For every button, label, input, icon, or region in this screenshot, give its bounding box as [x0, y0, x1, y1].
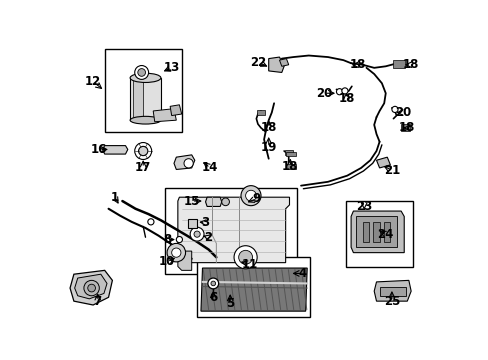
Text: 2: 2: [203, 231, 211, 244]
Circle shape: [190, 227, 203, 241]
Circle shape: [176, 237, 182, 243]
Bar: [345, 201, 412, 266]
Polygon shape: [102, 145, 127, 154]
Polygon shape: [373, 222, 379, 242]
Polygon shape: [279, 59, 288, 66]
Text: 24: 24: [377, 228, 393, 240]
Polygon shape: [178, 251, 191, 270]
Circle shape: [210, 281, 215, 286]
Text: 11: 11: [241, 258, 257, 271]
Text: 21: 21: [383, 164, 399, 177]
Text: 5: 5: [225, 297, 234, 310]
Text: 20: 20: [394, 106, 411, 119]
Circle shape: [135, 66, 148, 80]
Polygon shape: [376, 157, 389, 168]
Ellipse shape: [130, 116, 161, 124]
Circle shape: [194, 231, 200, 237]
Circle shape: [138, 147, 147, 156]
Polygon shape: [205, 197, 221, 206]
Text: 18: 18: [349, 58, 366, 71]
Circle shape: [138, 69, 145, 76]
Polygon shape: [257, 110, 264, 115]
Polygon shape: [393, 60, 404, 68]
Circle shape: [241, 186, 261, 206]
Circle shape: [147, 219, 154, 225]
Circle shape: [87, 284, 95, 292]
Text: 20: 20: [315, 87, 331, 100]
Polygon shape: [350, 211, 404, 253]
Text: 4: 4: [298, 267, 306, 280]
Polygon shape: [268, 57, 284, 72]
Polygon shape: [362, 222, 368, 242]
Text: 19: 19: [260, 141, 276, 154]
Bar: [164, 188, 297, 274]
Polygon shape: [130, 78, 161, 120]
Circle shape: [183, 159, 193, 168]
Text: 8: 8: [163, 233, 171, 246]
Text: 18: 18: [398, 121, 415, 134]
Polygon shape: [133, 78, 143, 120]
Circle shape: [391, 106, 397, 112]
Polygon shape: [178, 197, 289, 263]
Circle shape: [221, 198, 229, 206]
Circle shape: [135, 143, 151, 159]
Ellipse shape: [130, 73, 161, 82]
Text: 18: 18: [282, 160, 298, 173]
Polygon shape: [373, 280, 410, 301]
Circle shape: [167, 243, 185, 262]
Polygon shape: [379, 287, 405, 296]
Circle shape: [238, 250, 252, 264]
Circle shape: [245, 190, 256, 201]
Text: 23: 23: [355, 200, 371, 213]
Polygon shape: [356, 216, 396, 247]
Polygon shape: [286, 152, 295, 156]
Polygon shape: [400, 124, 409, 131]
Polygon shape: [75, 274, 107, 299]
Polygon shape: [286, 164, 295, 169]
Circle shape: [171, 248, 181, 257]
Text: 13: 13: [163, 61, 180, 74]
Text: 14: 14: [202, 161, 218, 175]
Polygon shape: [187, 219, 197, 228]
Text: 6: 6: [209, 291, 217, 304]
Text: 7: 7: [94, 294, 102, 308]
Circle shape: [207, 278, 218, 289]
Circle shape: [234, 246, 257, 269]
Text: 3: 3: [201, 216, 209, 229]
Bar: [197, 257, 310, 317]
Text: 12: 12: [85, 75, 101, 88]
Polygon shape: [153, 109, 176, 122]
Text: 9: 9: [252, 192, 260, 205]
Circle shape: [336, 89, 342, 95]
Text: 17: 17: [135, 161, 151, 175]
Text: 10: 10: [159, 255, 175, 268]
Text: 15: 15: [183, 194, 200, 208]
Polygon shape: [285, 150, 292, 155]
Text: 16: 16: [91, 143, 107, 156]
Text: 25: 25: [383, 294, 399, 308]
Text: 18: 18: [338, 92, 354, 105]
Circle shape: [84, 280, 99, 296]
Text: 18: 18: [402, 58, 419, 71]
Polygon shape: [170, 105, 182, 116]
Circle shape: [341, 88, 347, 94]
Bar: [104, 49, 182, 132]
Polygon shape: [174, 155, 194, 170]
Text: 18: 18: [260, 121, 276, 134]
Polygon shape: [201, 268, 306, 311]
Text: 1: 1: [110, 191, 119, 204]
Text: 22: 22: [250, 56, 266, 69]
Polygon shape: [384, 222, 389, 242]
Polygon shape: [70, 270, 112, 305]
